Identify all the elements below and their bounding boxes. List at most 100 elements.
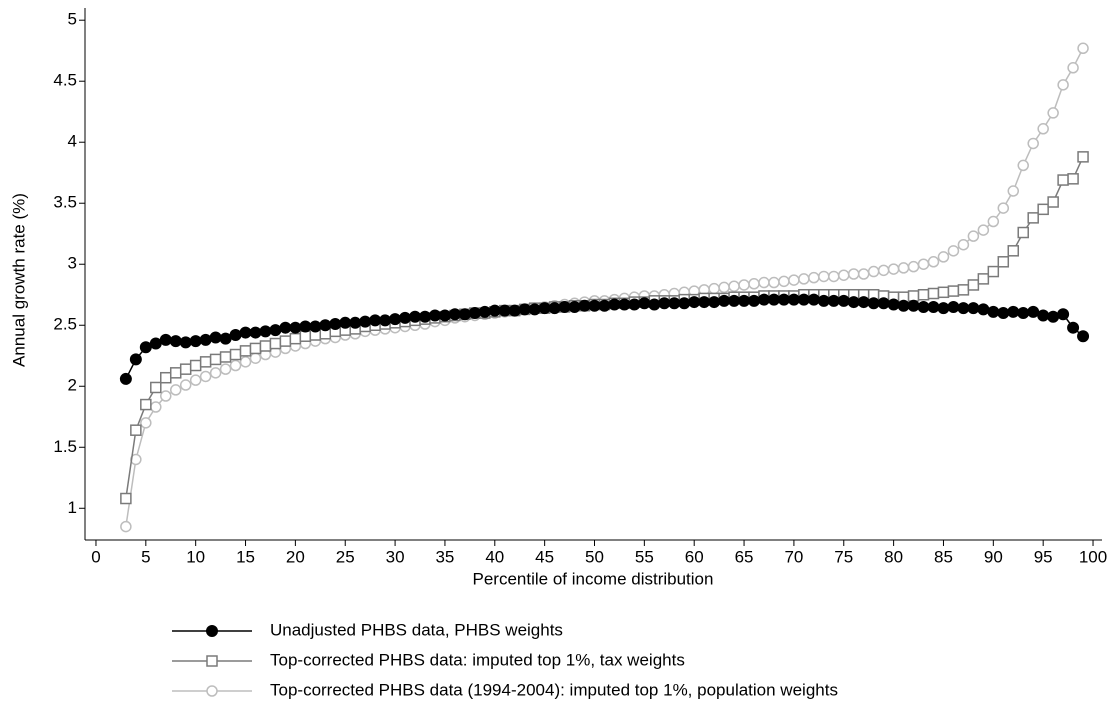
- data-point: [628, 298, 641, 311]
- data-point: [967, 279, 980, 291]
- data-point: [987, 305, 1000, 318]
- data-point: [778, 275, 790, 288]
- x-axis-label: Percentile of income distribution: [473, 569, 714, 588]
- y-tick-label: 3.5: [53, 193, 77, 212]
- data-point: [867, 297, 880, 310]
- x-tick-label: 95: [1034, 547, 1053, 566]
- data-point: [1047, 196, 1059, 208]
- data-point: [458, 308, 471, 321]
- data-point: [1047, 310, 1060, 323]
- data-point: [947, 285, 960, 297]
- data-point: [189, 359, 202, 372]
- x-tick-label: 75: [834, 547, 853, 566]
- data-point: [229, 329, 242, 342]
- legend-label: Top-corrected PHBS data: imputed top 1%,…: [270, 650, 685, 669]
- data-point: [209, 353, 222, 366]
- data-point: [738, 294, 751, 307]
- data-point: [438, 309, 451, 322]
- data-point: [219, 332, 232, 345]
- data-point: [488, 304, 501, 317]
- y-tick-label: 5: [68, 10, 77, 29]
- x-tick-label: 30: [386, 547, 405, 566]
- data-point: [1017, 307, 1030, 320]
- data-point: [528, 303, 541, 316]
- data-point: [1037, 203, 1049, 216]
- data-point: [269, 324, 282, 337]
- data-point: [828, 270, 840, 283]
- data-point: [219, 363, 232, 375]
- data-point: [1057, 308, 1070, 321]
- data-point: [578, 299, 591, 312]
- data-point: [498, 304, 511, 317]
- data-point: [1067, 321, 1080, 334]
- data-point: [728, 280, 740, 292]
- data-point: [757, 293, 770, 306]
- data-point: [199, 356, 212, 368]
- data-point: [299, 320, 312, 333]
- data-point: [768, 276, 780, 289]
- x-tick-label: 55: [635, 547, 654, 566]
- data-point: [618, 298, 631, 311]
- data-point: [917, 288, 930, 301]
- legend-marker: [206, 655, 218, 667]
- legend-marker: [206, 685, 218, 697]
- data-point: [608, 298, 621, 311]
- data-point: [997, 307, 1010, 320]
- data-point: [359, 315, 372, 328]
- data-point: [907, 260, 920, 273]
- data-point: [259, 340, 272, 352]
- data-point: [369, 314, 382, 327]
- data-point: [718, 281, 730, 294]
- data-point: [409, 310, 422, 323]
- data-point: [937, 286, 950, 299]
- data-point: [877, 264, 890, 277]
- data-point: [857, 296, 870, 309]
- data-point: [758, 276, 770, 289]
- data-point: [997, 256, 1010, 268]
- data-point: [927, 256, 940, 268]
- data-point: [1057, 174, 1069, 186]
- data-point: [548, 302, 561, 315]
- data-point: [169, 384, 182, 396]
- data-point: [179, 379, 192, 391]
- data-point: [838, 269, 850, 281]
- data-point: [777, 293, 790, 306]
- data-point: [1027, 305, 1040, 318]
- data-point: [887, 263, 900, 275]
- data-point: [389, 313, 402, 326]
- data-point: [319, 319, 332, 332]
- data-point: [139, 341, 152, 354]
- data-point: [598, 299, 611, 312]
- data-point: [947, 300, 960, 313]
- data-point: [289, 332, 302, 345]
- data-point: [787, 293, 800, 306]
- data-point: [797, 293, 810, 306]
- data-point: [279, 321, 292, 334]
- data-point: [448, 308, 461, 321]
- data-point: [798, 273, 810, 285]
- x-tick-label: 15: [236, 547, 255, 566]
- data-point: [817, 294, 830, 307]
- data-point: [229, 359, 242, 372]
- data-point: [957, 302, 970, 315]
- y-tick-label: 2: [68, 376, 77, 395]
- data-point: [130, 424, 142, 436]
- data-point: [1057, 79, 1069, 91]
- data-point: [867, 265, 880, 278]
- data-point: [708, 296, 721, 309]
- data-point: [638, 297, 651, 310]
- y-tick-label: 1.5: [53, 437, 77, 456]
- data-point: [718, 294, 731, 307]
- data-point: [329, 318, 342, 331]
- data-point: [1037, 309, 1050, 322]
- x-tick-label: 10: [186, 547, 205, 566]
- data-point: [179, 363, 192, 375]
- x-tick-label: 90: [984, 547, 1003, 566]
- data-point: [937, 302, 950, 315]
- legend-label: Top-corrected PHBS data (1994-2004): imp…: [270, 680, 838, 699]
- data-point: [229, 348, 242, 361]
- data-point: [967, 230, 980, 242]
- data-point: [977, 273, 990, 285]
- data-point: [897, 262, 910, 274]
